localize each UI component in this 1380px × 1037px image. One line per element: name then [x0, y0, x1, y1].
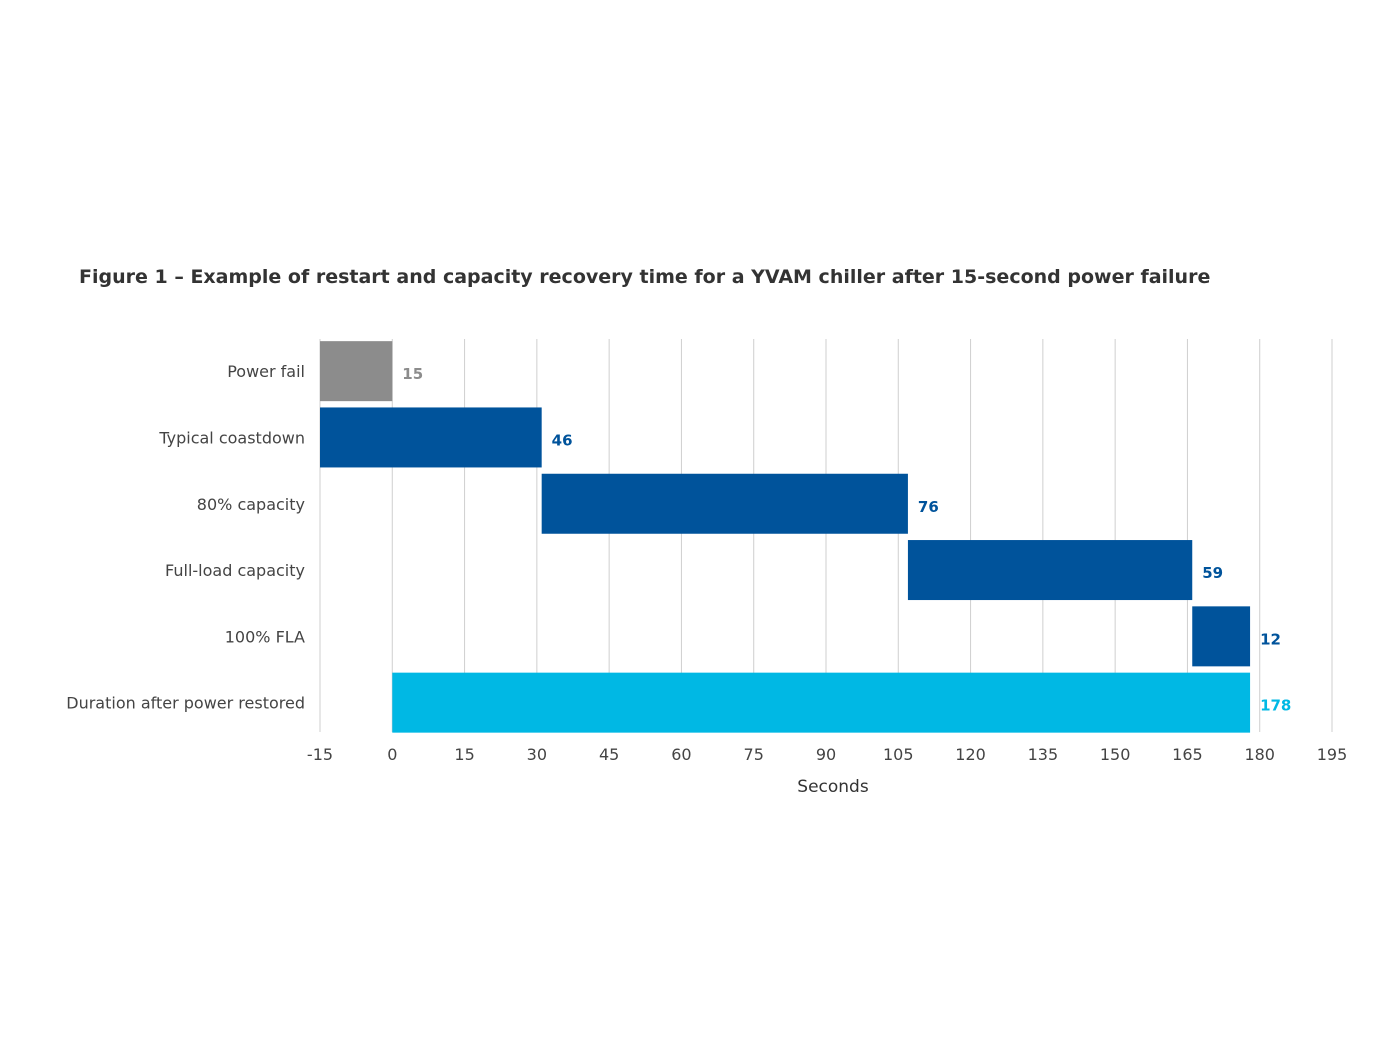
labels: -15 0 15 30 45 60 75 90 105 120 135 150 165 180 195 Pow… [66, 362, 1347, 764]
x-tick-label: 150 [1100, 745, 1131, 764]
x-tick-label: 0 [387, 745, 397, 764]
x-tick-label: 135 [1028, 745, 1059, 764]
bar [541, 473, 908, 534]
category-label: 100% FLA [225, 627, 305, 646]
category-label: Full-load capacity [165, 561, 305, 580]
bar [392, 672, 1251, 733]
x-axis-title: Seconds [797, 777, 869, 797]
chart-title: Figure 1 – Example of restart and capaci… [79, 266, 1211, 288]
category-label: Power fail [227, 362, 305, 381]
bar [320, 341, 393, 402]
data-label: 76 [918, 498, 939, 516]
x-tick-label: 120 [955, 745, 986, 764]
data-label: 46 [552, 431, 573, 449]
x-tick-label: 45 [599, 745, 619, 764]
data-label: 15 [402, 365, 423, 383]
bar [907, 540, 1193, 601]
data-label: 178 [1260, 697, 1291, 715]
grid-lines [319, 339, 1333, 732]
x-tick-label: 180 [1244, 745, 1275, 764]
category-label: Typical coastdown [158, 428, 305, 447]
x-tick-label: 105 [883, 745, 914, 764]
data-label: 12 [1260, 630, 1281, 648]
bars [320, 341, 1251, 733]
bar [320, 407, 542, 468]
bar [1192, 606, 1251, 667]
x-tick-label: 60 [671, 745, 691, 764]
category-label: Duration after power restored [66, 694, 305, 713]
data-label: 59 [1202, 564, 1223, 582]
x-tick-label: 90 [816, 745, 836, 764]
x-tick-label: 75 [744, 745, 764, 764]
x-tick-label: -15 [307, 745, 333, 764]
x-tick-label: 165 [1172, 745, 1203, 764]
category-label: 80% capacity [197, 495, 305, 514]
x-tick-label: 15 [454, 745, 474, 764]
x-tick-label: 195 [1317, 745, 1348, 764]
x-tick-label: 30 [527, 745, 547, 764]
